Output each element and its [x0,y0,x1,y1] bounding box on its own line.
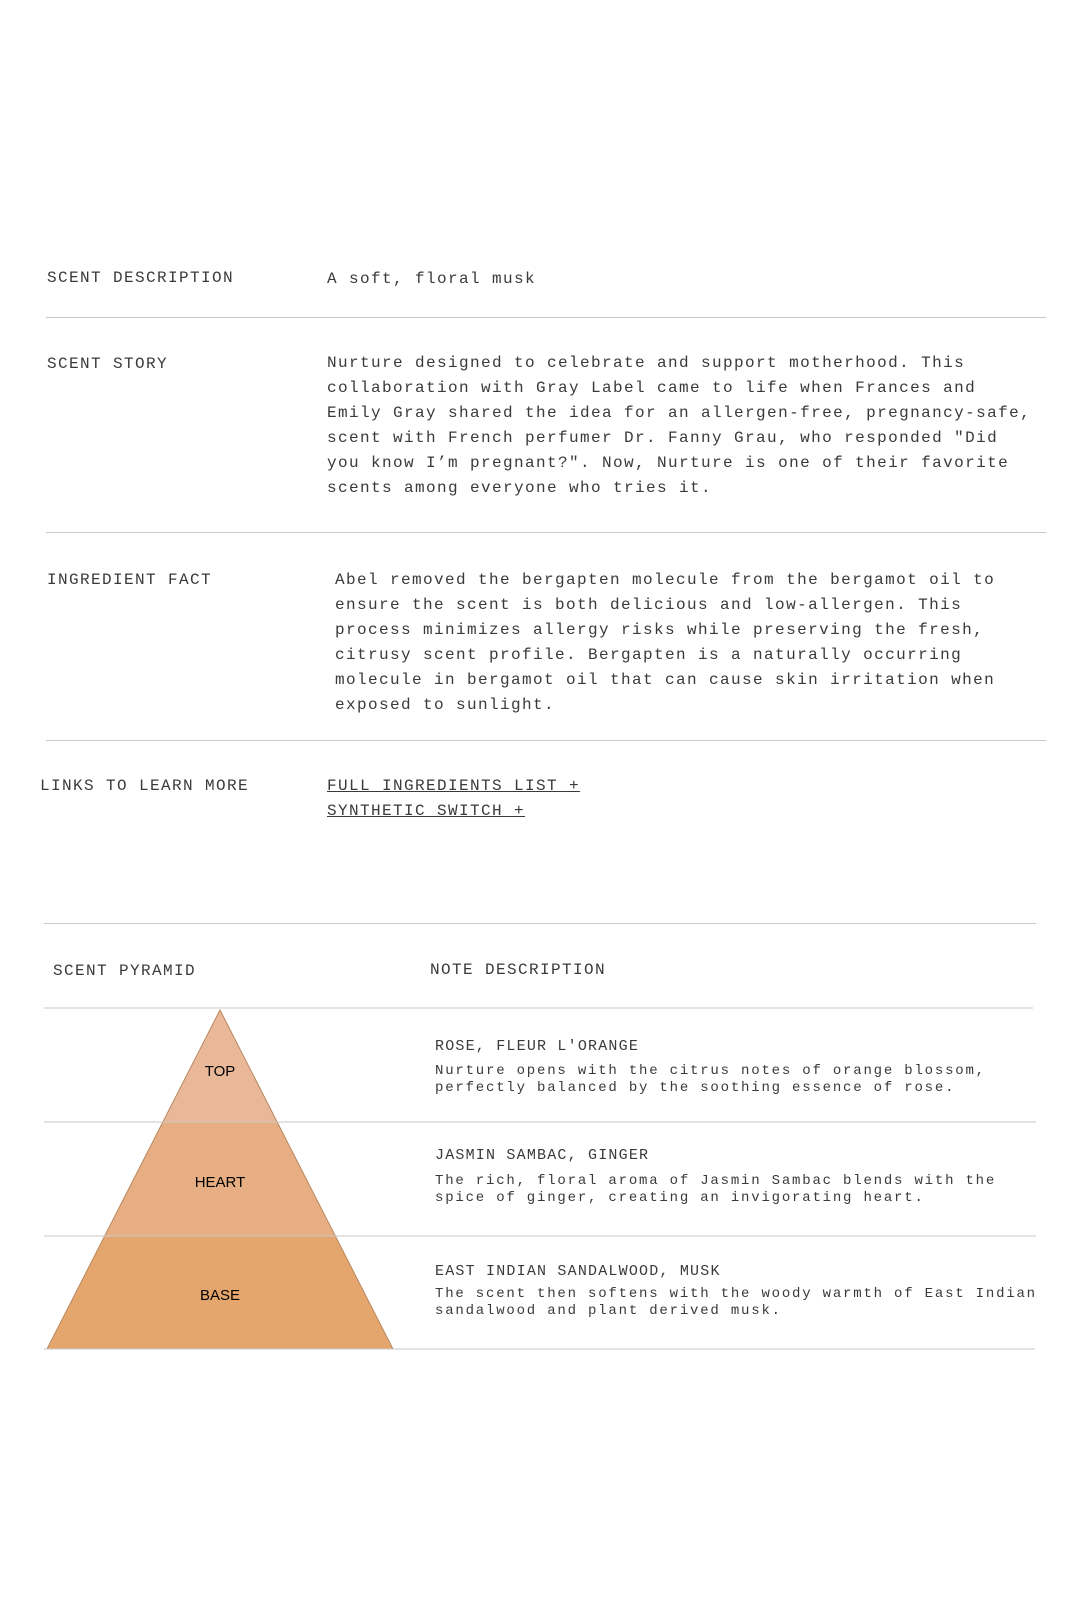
scent-description-text: A soft, floral musk [327,270,537,288]
text-line: sandalwood and plant derived musk. [435,1303,782,1319]
text-line: Nurture designed to celebrate and suppor… [327,354,966,372]
note-description: The rich, floral aroma of Jasmin Sambac … [435,1173,996,1207]
text-line: scents among everyone who tries it. [327,479,713,497]
text-line: scent with French perfumer Dr. Fanny Gra… [327,429,999,447]
scent-pyramid-header: SCENT PYRAMID [53,962,197,980]
text-line: perfectly balanced by the soothing essen… [435,1080,956,1096]
pyramid-tier-heart [47,1122,393,1236]
note-description-header: NOTE DESCRIPTION [430,961,607,979]
pyramid-tier-base [47,1236,393,1349]
ingredient-fact-text: Abel removed the bergapten molecule from… [335,568,995,718]
text-line: Emily Gray shared the idea for an allerg… [327,404,1032,422]
scent-description-label: SCENT DESCRIPTION [47,269,235,287]
ingredient-fact-label: INGREDIENT FACT [47,571,213,589]
tier-label-base: BASE [200,1287,240,1304]
note-description: Nurture opens with the citrus notes of o… [435,1063,986,1097]
divider [46,317,1046,318]
note-title: EAST INDIAN SANDALWOOD, MUSK [435,1263,721,1280]
text-line: The rich, floral aroma of Jasmin Sambac … [435,1173,997,1189]
note-title: ROSE, FLEUR L'ORANGE [435,1038,640,1055]
text-line: ensure the scent is both delicious and l… [335,596,963,614]
text-line: molecule in bergamot oil that can cause … [335,671,996,689]
text-line: you know I’m pregnant?". Now, Nurture is… [327,454,1010,472]
synthetic-switch-link[interactable]: SYNTHETIC SWITCH + [327,802,526,820]
links-list: FULL INGREDIENTS LIST + SYNTHETIC SWITCH… [327,774,580,824]
links-label: LINKS TO LEARN MORE [40,777,250,795]
text-line: Nurture opens with the citrus notes of o… [435,1063,986,1079]
divider [44,923,1036,924]
divider [46,740,1046,741]
divider [46,532,1046,533]
note-description: The scent then softens with the woody wa… [435,1286,1037,1320]
scent-story-label: SCENT STORY [47,355,169,373]
pyramid-tier-top [47,1010,393,1122]
tier-label-heart: HEART [195,1174,246,1191]
text-line: process minimizes allergy risks while pr… [335,621,985,639]
text-line: exposed to sunlight. [335,696,556,714]
text-line: spice of ginger, creating an invigoratin… [435,1190,925,1206]
text-line: collaboration with Gray Label came to li… [327,379,977,397]
text-line: citrusy scent profile. Bergapten is a na… [335,646,963,664]
full-ingredients-link[interactable]: FULL INGREDIENTS LIST + [327,777,581,795]
scent-story-text: Nurture designed to celebrate and suppor… [327,351,1031,501]
text-line: Abel removed the bergapten molecule from… [335,571,996,589]
text-line: The scent then softens with the woody wa… [435,1286,1037,1302]
note-title: JASMIN SAMBAC, GINGER [435,1147,650,1164]
tier-label-top: TOP [205,1063,236,1080]
